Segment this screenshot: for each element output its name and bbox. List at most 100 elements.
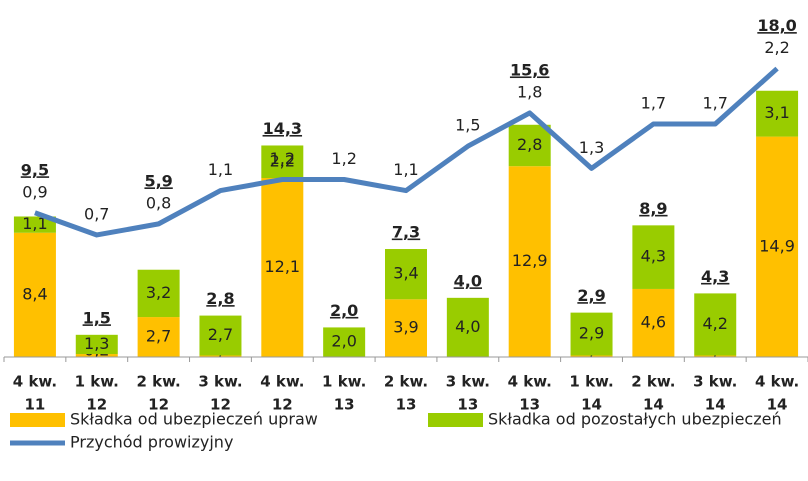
total-label: 4,3 bbox=[701, 267, 729, 286]
line-label: 0,9 bbox=[22, 182, 47, 201]
bar-segment bbox=[446, 297, 489, 357]
bar-segment bbox=[199, 315, 242, 356]
bar-segment bbox=[261, 145, 304, 179]
segment-label: 4,2 bbox=[703, 314, 728, 333]
line-label: 1,3 bbox=[579, 138, 604, 157]
segment-label: 2,2 bbox=[270, 151, 295, 170]
bar-segment bbox=[75, 334, 118, 355]
x-tick-label: 4 kw. bbox=[13, 373, 57, 391]
x-tick-label: 3 kw. bbox=[198, 373, 242, 391]
segment-label: 2,8 bbox=[517, 135, 542, 154]
legend-label: Przychód prowizyjny bbox=[70, 433, 233, 452]
bar-segment bbox=[508, 124, 551, 167]
x-tick-label: 12 bbox=[272, 396, 293, 414]
bar-segment bbox=[13, 232, 56, 357]
bar-segment bbox=[13, 216, 56, 233]
total-label: 15,6 bbox=[510, 60, 549, 79]
x-tick-label: 11 bbox=[24, 396, 45, 414]
x-tick-label: 14 bbox=[705, 396, 726, 414]
bar-segment bbox=[508, 166, 551, 357]
x-tick-label: 13 bbox=[457, 396, 478, 414]
total-label: 7,3 bbox=[392, 223, 420, 242]
segment-label: 12,1 bbox=[264, 257, 300, 276]
line-label: 0,8 bbox=[146, 193, 171, 212]
bar-segment bbox=[570, 312, 613, 356]
bar-segment bbox=[694, 355, 737, 357]
x-tick-label: 1 kw. bbox=[75, 373, 119, 391]
x-tick-label: 2 kw. bbox=[631, 373, 675, 391]
segment-label: 2,7 bbox=[146, 327, 171, 346]
line-label: 1,2 bbox=[331, 149, 356, 168]
line-label: 1,7 bbox=[703, 94, 728, 113]
bar-segment bbox=[385, 299, 427, 357]
segment-label: 1,3 bbox=[84, 334, 109, 353]
x-tick-label: 2 kw. bbox=[384, 373, 428, 391]
bar-segment bbox=[261, 178, 304, 357]
x-tick-label: 4 kw. bbox=[755, 373, 799, 391]
bar-segment bbox=[632, 225, 675, 289]
total-label: 1,5 bbox=[83, 308, 111, 327]
x-tick-label: 13 bbox=[334, 396, 355, 414]
bar-segment bbox=[137, 317, 180, 357]
line-label: 0,7 bbox=[84, 204, 109, 223]
x-tick-label: 12 bbox=[148, 396, 169, 414]
legend-label: Składka od pozostałych ubezpieczeń bbox=[488, 410, 782, 429]
total-label: 4,0 bbox=[454, 271, 482, 290]
x-tick-label: 4 kw. bbox=[508, 373, 552, 391]
legend-swatch bbox=[10, 413, 65, 427]
segment-label: 3,1 bbox=[764, 103, 789, 122]
segment-label: 12,9 bbox=[512, 251, 548, 270]
bar-segment bbox=[323, 327, 366, 357]
x-tick-label: 3 kw. bbox=[446, 373, 490, 391]
line-label: 2,2 bbox=[764, 38, 789, 57]
bar-segment bbox=[632, 288, 675, 357]
x-tick-label: 2 kw. bbox=[136, 373, 180, 391]
legend-label: Składka od ubezpieczeń upraw bbox=[70, 410, 318, 429]
segment-label: 4,0 bbox=[455, 317, 480, 336]
total-label: 2,8 bbox=[206, 289, 234, 308]
segment-label: 8,4 bbox=[22, 284, 47, 303]
line-label: 1,1 bbox=[393, 160, 418, 179]
total-label: 14,3 bbox=[263, 119, 302, 138]
x-tick-label: 12 bbox=[86, 396, 107, 414]
bar-segment bbox=[75, 354, 118, 357]
line-series bbox=[34, 66, 779, 238]
segment-label: 2,0 bbox=[331, 332, 356, 351]
line-label: 1,5 bbox=[455, 116, 480, 135]
x-tick-label: 4 kw. bbox=[260, 373, 304, 391]
x-tick-label: 13 bbox=[396, 396, 417, 414]
x-tick-label: 13 bbox=[519, 396, 540, 414]
line-label: 1,7 bbox=[641, 94, 666, 113]
total-label: 9,5 bbox=[21, 160, 49, 179]
x-tick-label: 1 kw. bbox=[322, 373, 366, 391]
line-label: 1,2 bbox=[270, 149, 295, 168]
segment-label: 2,7 bbox=[208, 325, 233, 344]
x-tick-label: 14 bbox=[767, 396, 788, 414]
bar-segment bbox=[137, 269, 180, 318]
total-label: 2,9 bbox=[577, 286, 605, 305]
segment-label: 4,6 bbox=[641, 312, 666, 331]
total-label: 8,9 bbox=[639, 199, 667, 218]
segment-label: 3,9 bbox=[393, 318, 418, 337]
bar-segment bbox=[756, 136, 799, 357]
line-label: 1,8 bbox=[517, 82, 542, 101]
total-label: 5,9 bbox=[144, 171, 172, 190]
total-label: 2,0 bbox=[330, 301, 358, 320]
segment-label: 1,1 bbox=[22, 214, 47, 233]
segment-label: 3,2 bbox=[146, 283, 171, 302]
total-label: 18,0 bbox=[757, 16, 796, 35]
segment-label: 14,9 bbox=[759, 236, 795, 255]
bar-segment bbox=[694, 293, 737, 356]
bar-segment bbox=[756, 90, 799, 137]
bar-segment bbox=[385, 249, 427, 300]
segment-label: 4,3 bbox=[641, 247, 666, 266]
bar-segment bbox=[570, 355, 613, 357]
bar-segment bbox=[199, 355, 242, 357]
x-tick-label: 14 bbox=[581, 396, 602, 414]
x-tick-label: 1 kw. bbox=[569, 373, 613, 391]
x-tick-label: 14 bbox=[643, 396, 664, 414]
x-tick-label: 3 kw. bbox=[693, 373, 737, 391]
line-label: 1,1 bbox=[208, 160, 233, 179]
legend-swatch bbox=[428, 413, 483, 427]
